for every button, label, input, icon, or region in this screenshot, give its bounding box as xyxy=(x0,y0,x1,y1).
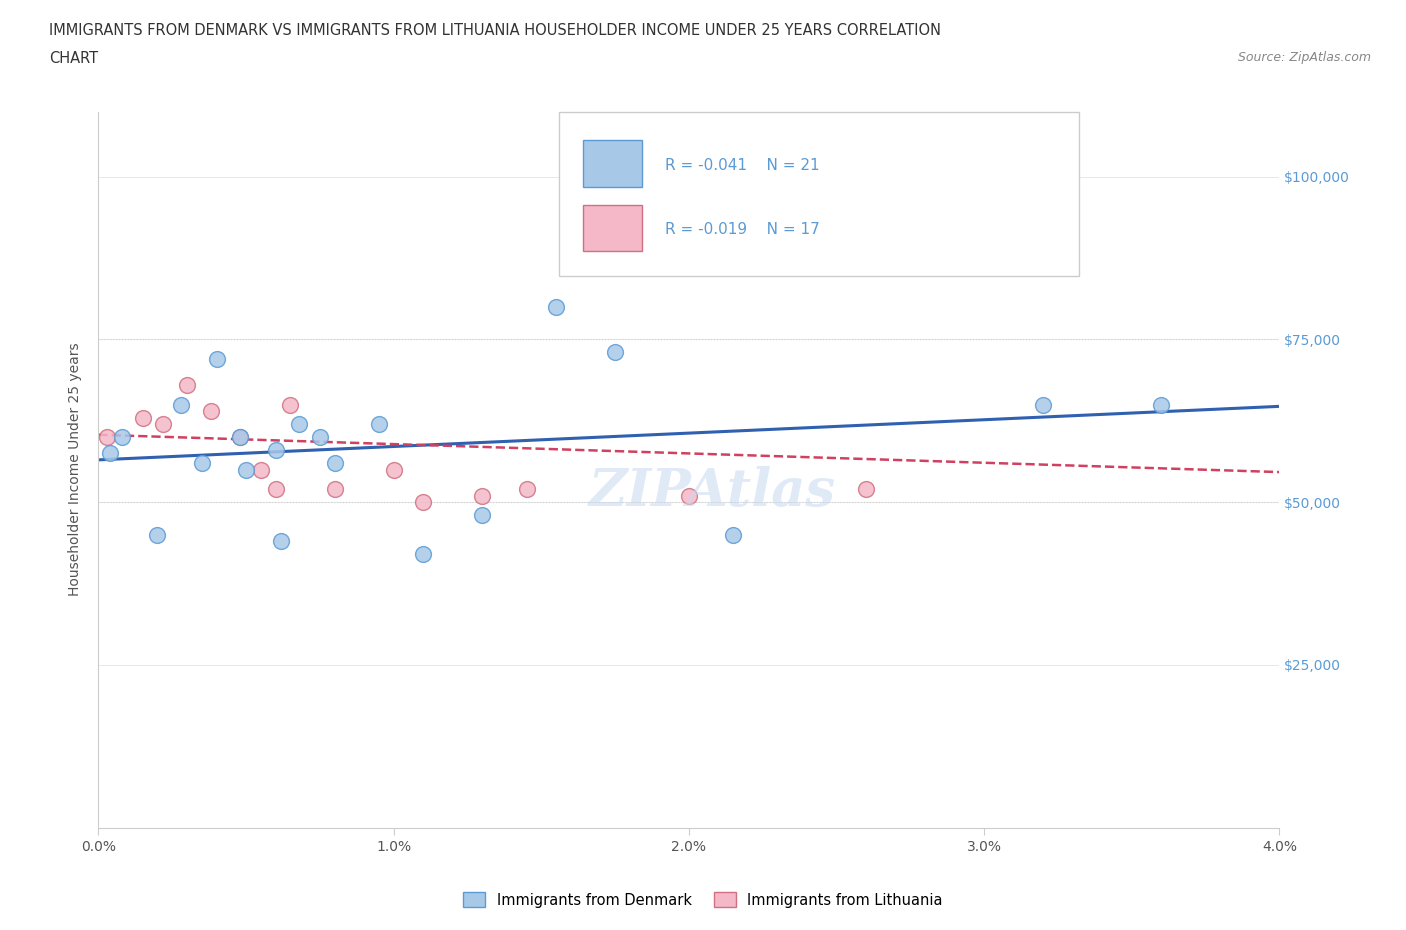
Point xyxy=(270,534,292,549)
Point xyxy=(721,527,744,542)
Point xyxy=(367,417,389,432)
Point xyxy=(308,430,332,445)
Text: ZIPAtlas: ZIPAtlas xyxy=(589,466,837,517)
Point xyxy=(412,547,434,562)
Point xyxy=(619,221,641,236)
Point xyxy=(200,404,222,418)
Point xyxy=(678,488,700,503)
Point xyxy=(323,482,346,497)
Point xyxy=(229,430,252,445)
Text: Source: ZipAtlas.com: Source: ZipAtlas.com xyxy=(1237,51,1371,64)
Text: R = -0.019    N = 17: R = -0.019 N = 17 xyxy=(665,222,820,237)
Point xyxy=(176,378,198,392)
Text: R = -0.041    N = 21: R = -0.041 N = 21 xyxy=(665,158,820,173)
Point xyxy=(264,482,287,497)
Point xyxy=(471,508,494,523)
FancyBboxPatch shape xyxy=(560,112,1078,276)
Point xyxy=(235,462,257,477)
Point xyxy=(229,430,252,445)
Point xyxy=(515,482,537,497)
Point xyxy=(264,443,287,458)
Point xyxy=(278,397,302,412)
Point xyxy=(471,488,494,503)
Point xyxy=(546,299,568,314)
Point xyxy=(132,410,155,425)
Point xyxy=(111,430,134,445)
Point xyxy=(146,527,169,542)
Point xyxy=(205,352,228,366)
Point xyxy=(1150,397,1173,412)
Point xyxy=(605,345,627,360)
Point xyxy=(1032,397,1054,412)
Point xyxy=(855,482,877,497)
Text: IMMIGRANTS FROM DENMARK VS IMMIGRANTS FROM LITHUANIA HOUSEHOLDER INCOME UNDER 25: IMMIGRANTS FROM DENMARK VS IMMIGRANTS FR… xyxy=(49,23,941,38)
Point xyxy=(96,430,118,445)
Point xyxy=(323,456,346,471)
Y-axis label: Householder Income Under 25 years: Householder Income Under 25 years xyxy=(69,343,83,596)
Bar xyxy=(582,205,641,251)
Text: CHART: CHART xyxy=(49,51,98,66)
Legend: Immigrants from Denmark, Immigrants from Lithuania: Immigrants from Denmark, Immigrants from… xyxy=(457,886,949,913)
Point xyxy=(191,456,214,471)
Point xyxy=(152,417,174,432)
Bar xyxy=(582,140,641,187)
Point xyxy=(382,462,405,477)
Point xyxy=(288,417,311,432)
Point xyxy=(412,495,434,510)
Point xyxy=(98,446,121,461)
Point xyxy=(250,462,273,477)
Point xyxy=(170,397,193,412)
